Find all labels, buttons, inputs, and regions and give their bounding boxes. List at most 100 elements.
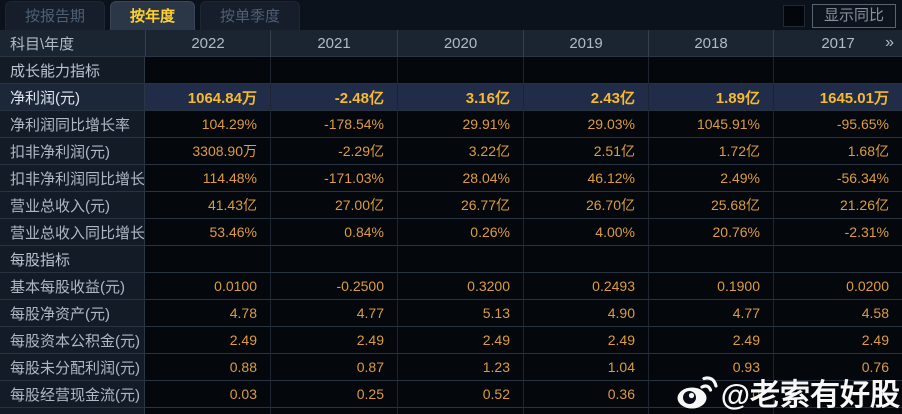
value-cell bbox=[270, 57, 397, 84]
value-cell: -2.31% bbox=[773, 219, 902, 246]
value-cell: 0.03 bbox=[145, 381, 270, 408]
value-cell: 1.68亿 bbox=[773, 138, 902, 165]
value-cell bbox=[397, 246, 523, 273]
value-cell: 53.46% bbox=[145, 219, 270, 246]
value-cell: 0.0100 bbox=[145, 273, 270, 300]
value-cell bbox=[648, 246, 773, 273]
value-cell: 0.84% bbox=[270, 219, 397, 246]
value-cell bbox=[773, 246, 902, 273]
value-cell: 2.43亿 bbox=[523, 84, 648, 111]
row-label: 每股经营现金流(元) bbox=[0, 381, 145, 408]
row-label: 每股净资产(元) bbox=[0, 300, 145, 327]
value-cell bbox=[145, 57, 270, 84]
value-cell: 2.49 bbox=[773, 327, 902, 354]
table-row: 扣非净利润同比增长率114.48%-171.03%28.04%46.12%2.4… bbox=[0, 165, 902, 192]
show-yoy-button[interactable]: 显示同比 bbox=[811, 4, 896, 28]
value-cell: 0.1900 bbox=[648, 273, 773, 300]
row-label: 扣非净利润(元) bbox=[0, 138, 145, 165]
value-cell: 1045.91% bbox=[648, 111, 773, 138]
tab-annual[interactable]: 按年度 bbox=[110, 1, 196, 30]
year-header-2021: 2021 bbox=[270, 30, 397, 57]
table-row: 每股资本公积金(元) 2.49 2.49 2.49 2.49 2.49 2.49 bbox=[0, 327, 902, 354]
value-cell: 0.76 bbox=[773, 354, 902, 381]
value-cell: 21.26亿 bbox=[773, 192, 902, 219]
value-cell bbox=[773, 57, 902, 84]
row-label: 基本每股收益(元) bbox=[0, 273, 145, 300]
value-cell bbox=[145, 246, 270, 273]
value-cell: 3.22亿 bbox=[397, 138, 523, 165]
value-cell bbox=[648, 57, 773, 84]
value-cell: 25.68亿 bbox=[648, 192, 773, 219]
value-cell: 2.49 bbox=[270, 327, 397, 354]
value-cell: 114.48% bbox=[145, 165, 270, 192]
more-years-icon[interactable]: » bbox=[885, 34, 894, 51]
table-row: 每股未分配利润(元) 0.88 0.87 1.23 1.04 0.93 0.76 bbox=[0, 354, 902, 381]
value-cell: 2.49 bbox=[145, 327, 270, 354]
row-label: 每股指标 bbox=[0, 246, 145, 273]
year-header-2018: 2018 bbox=[648, 30, 773, 57]
table-row: 每股净资产(元) 4.78 4.77 5.13 4.90 4.77 4.58 bbox=[0, 300, 902, 327]
value-cell: 1.23 bbox=[397, 354, 523, 381]
value-cell: -171.03% bbox=[270, 165, 397, 192]
table-header-row: 科目\年度 2022 2021 2020 2019 2018 2017 » bbox=[0, 30, 902, 57]
value-cell: 27.00亿 bbox=[270, 192, 397, 219]
value-cell: 0 bbox=[648, 381, 773, 408]
row-label: 净利润同比增长率 bbox=[0, 111, 145, 138]
value-cell: 1.89亿 bbox=[648, 84, 773, 111]
year-header-2022: 2022 bbox=[145, 30, 270, 57]
value-cell: 0.25 bbox=[270, 381, 397, 408]
row-label: 营业总收入同比增长率 bbox=[0, 219, 145, 246]
row-label: 成长能力指标 bbox=[0, 57, 145, 84]
value-cell: 26.70亿 bbox=[523, 192, 648, 219]
table-row: 每股经营现金流(元) 0.03 0.25 0.52 0.36 0 bbox=[0, 381, 902, 408]
value-cell: 4.58 bbox=[773, 300, 902, 327]
value-cell: 0.87 bbox=[270, 354, 397, 381]
value-cell bbox=[397, 57, 523, 84]
value-cell: 20.76% bbox=[648, 219, 773, 246]
section-row: 每股指标 bbox=[0, 246, 902, 273]
value-cell: 4.78 bbox=[145, 300, 270, 327]
table-row: 营业总收入同比增长率53.46%0.84%0.26%4.00%20.76%-2.… bbox=[0, 219, 902, 246]
value-cell: 1.72亿 bbox=[648, 138, 773, 165]
value-cell: 0.88 bbox=[145, 354, 270, 381]
value-cell: 1064.84万 bbox=[145, 84, 270, 111]
value-cell: -56.34% bbox=[773, 165, 902, 192]
row-label: 营业总收入(元) bbox=[0, 192, 145, 219]
year-header-2017: 2017 » bbox=[773, 30, 902, 57]
value-cell: -0.2500 bbox=[270, 273, 397, 300]
table-row: 基本每股收益(元) 0.0100 -0.2500 0.3200 0.2493 0.1900… bbox=[0, 273, 902, 300]
year-header-2020: 2020 bbox=[397, 30, 523, 57]
row-label: 扣非净利润同比增长率 bbox=[0, 165, 145, 192]
value-cell: 0.2493 bbox=[523, 273, 648, 300]
value-cell: 0.93 bbox=[648, 354, 773, 381]
value-cell: 28.04% bbox=[397, 165, 523, 192]
period-tab-bar: 按报告期 按年度 按单季度 显示同比 bbox=[0, 0, 902, 30]
tab-single-quarter[interactable]: 按单季度 bbox=[200, 1, 301, 30]
value-cell bbox=[773, 381, 902, 408]
value-cell: 4.77 bbox=[648, 300, 773, 327]
value-cell: 2.49 bbox=[648, 327, 773, 354]
value-cell: -95.65% bbox=[773, 111, 902, 138]
value-cell: 2.49 bbox=[523, 327, 648, 354]
section-row: 成长能力指标 bbox=[0, 57, 902, 84]
value-cell: -178.54% bbox=[270, 111, 397, 138]
tab-report-period[interactable]: 按报告期 bbox=[5, 1, 106, 30]
table-row: 净利润同比增长率 104.29% -178.54% 29.91% 29.03% 1045.… bbox=[0, 111, 902, 138]
table-body: 成长能力指标 净利润(元) 1064.84万 -2.48亿 3.16亿 2.43亿 1.89… bbox=[0, 57, 902, 408]
value-cell: 0.36 bbox=[523, 381, 648, 408]
value-cell: 4.77 bbox=[270, 300, 397, 327]
value-cell: 2.51亿 bbox=[523, 138, 648, 165]
show-yoy-checkbox[interactable] bbox=[782, 5, 805, 27]
value-cell: 5.13 bbox=[397, 300, 523, 327]
value-cell: 2.49% bbox=[648, 165, 773, 192]
partial-row bbox=[0, 408, 902, 414]
year-header-2019: 2019 bbox=[523, 30, 648, 57]
value-cell bbox=[523, 57, 648, 84]
value-cell: -2.48亿 bbox=[270, 84, 397, 111]
row-label: 每股资本公积金(元) bbox=[0, 327, 145, 354]
value-cell: 41.43亿 bbox=[145, 192, 270, 219]
value-cell bbox=[270, 246, 397, 273]
value-cell bbox=[523, 246, 648, 273]
value-cell: 0.52 bbox=[397, 381, 523, 408]
